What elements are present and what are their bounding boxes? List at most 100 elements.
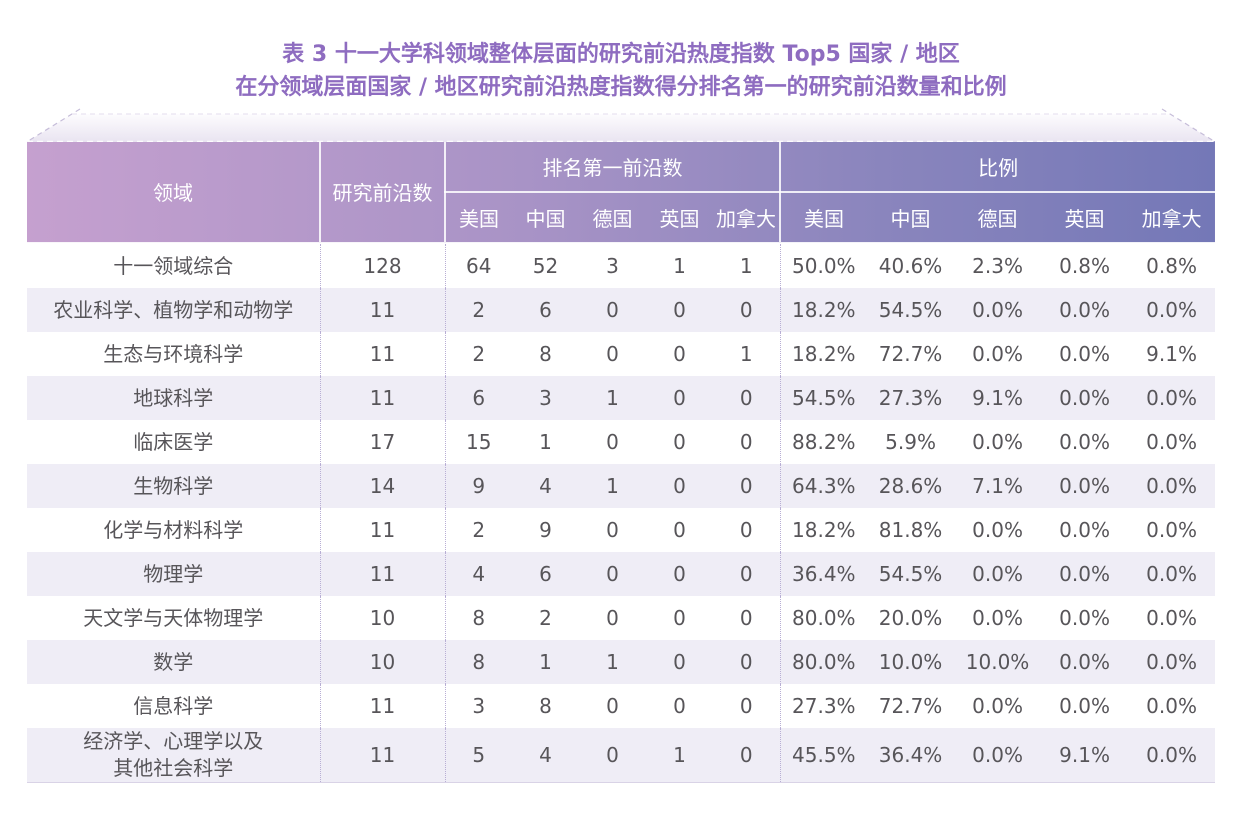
- ratio-cell: 72.7%: [878, 694, 943, 718]
- rank-first-cell: 9: [472, 474, 486, 498]
- rank-first-cell: 5: [472, 743, 486, 767]
- table-row: 农业科学、植物学和动物学 11 2 6 0 0 0 18.2% 54.5% 0.0% 0.0% 0.0…: [27, 288, 1216, 332]
- table-row: 信息科学 11 3 8 0 0 0 27.3% 72.7% 0.0% 0.0% 0.0%: [27, 684, 1216, 728]
- header-country-ratio-us: 美国: [804, 207, 845, 231]
- ratio-cell: 72.7%: [878, 342, 943, 366]
- front-count-cell: 11: [320, 508, 446, 552]
- rank-first-cell: 1: [713, 332, 781, 376]
- field-cell: 数学: [27, 640, 321, 684]
- field-cell: 信息科学: [27, 684, 321, 728]
- header-field: 领域: [27, 141, 321, 243]
- ratio-cell: 0.0%: [1146, 606, 1197, 630]
- ratio-cell: 0.0%: [1059, 606, 1110, 630]
- ratio-cell: 0.0%: [1146, 650, 1197, 674]
- rank-first-cell: 1: [673, 743, 686, 767]
- ratio-cell: 40.6%: [878, 254, 943, 278]
- rank-first-cell: 9: [539, 518, 552, 542]
- ratio-cell: 2.3%: [972, 254, 1023, 278]
- rank-first-cell: 8: [539, 694, 552, 718]
- ratio-cell: 0.0%: [1059, 518, 1110, 542]
- ratio-cell: 0.0%: [1059, 430, 1110, 454]
- table-3d-top-face: [27, 108, 1215, 142]
- rank-first-cell: 0: [713, 596, 781, 640]
- header-country-rank-us: 美国: [459, 207, 499, 231]
- field-cell: 经济学、心理学以及 其他社会科学: [27, 728, 321, 783]
- field-cell: 化学与材料科学: [27, 508, 321, 552]
- rank-first-cell: 0: [606, 743, 619, 767]
- caption-line-2: 在分领域层面国家 / 地区研究前沿热度指数得分排名第一的研究前沿数量和比例: [235, 75, 1007, 100]
- ratio-cell: 0.0%: [972, 430, 1023, 454]
- table-row: 物理学 11 4 6 0 0 0 36.4% 54.5% 0.0% 0.0% 0.0%: [27, 552, 1216, 596]
- caption-line-1: 表 3 十一大学科领域整体层面的研究前沿热度指数 Top5 国家 / 地区: [282, 42, 960, 67]
- front-count-cell: 11: [320, 332, 446, 376]
- rank-first-cell: 1: [673, 254, 686, 278]
- rank-first-cell: 8: [472, 606, 486, 630]
- ratio-cell: 0.8%: [1146, 254, 1197, 278]
- rank-first-cell: 0: [713, 684, 781, 728]
- header-country-rank-uk: 英国: [659, 207, 700, 231]
- front-count-cell: 128: [320, 243, 446, 288]
- table-row: 生态与环境科学 11 2 8 0 0 1 18.2% 72.7% 0.0% 0.0% 9.1%: [27, 332, 1216, 376]
- rank-first-cell: 0: [713, 640, 781, 684]
- front-count-cell: 11: [320, 728, 446, 783]
- header-front-count: 研究前沿数: [320, 141, 446, 243]
- ratio-cell: 0.0%: [972, 298, 1023, 322]
- table-row: 生物科学 14 9 4 1 0 0 64.3% 28.6% 7.1% 0.0% 0.0%: [27, 464, 1216, 508]
- ratio-cell: 64.3%: [792, 474, 856, 498]
- ratio-cell: 0.0%: [1059, 386, 1110, 410]
- table-row: 地球科学 11 6 3 1 0 0 54.5% 27.3% 9.1% 0.0% 0.0%: [27, 376, 1216, 420]
- rank-first-cell: 0: [713, 728, 781, 783]
- field-cell: 十一领域综合: [27, 243, 321, 288]
- header-country-row: 美国 中国 德国 英国 加拿大 美国 中国 德国 英国 加拿大: [27, 192, 1215, 243]
- rank-first-cell: 0: [673, 694, 686, 718]
- rank-first-cell: 1: [539, 430, 552, 454]
- ratio-cell: 0.0%: [972, 606, 1023, 630]
- field-cell: 天文学与天体物理学: [27, 596, 321, 640]
- ratio-cell: 80.0%: [792, 650, 856, 674]
- table-row: 经济学、心理学以及 其他社会科学 11 5 4 0 1 0 45.5% 36.4% 0.0% 9.1…: [27, 728, 1216, 783]
- header-country-ratio-ca: 加拿大: [1141, 207, 1202, 231]
- rank-first-cell: 1: [539, 650, 552, 674]
- rank-first-cell: 0: [673, 298, 686, 322]
- ratio-cell: 0.0%: [972, 743, 1023, 767]
- ratio-cell: 0.0%: [972, 518, 1023, 542]
- rank-first-cell: 1: [713, 243, 781, 288]
- rank-first-cell: 2: [472, 298, 486, 322]
- ratio-cell: 27.3%: [792, 694, 856, 718]
- rank-first-cell: 2: [472, 342, 486, 366]
- field-cell: 地球科学: [27, 376, 321, 420]
- rank-first-cell: 1: [606, 474, 619, 498]
- ratio-cell: 0.0%: [972, 694, 1023, 718]
- ratio-cell: 0.0%: [1059, 342, 1110, 366]
- ratio-cell: 0.0%: [1146, 743, 1197, 767]
- ratio-cell: 9.1%: [972, 386, 1023, 410]
- table-row: 临床医学 17 15 1 0 0 0 88.2% 5.9% 0.0% 0.0% 0.0%: [27, 420, 1216, 464]
- field-cell: 生物科学: [27, 464, 321, 508]
- rank-first-cell: 0: [673, 430, 686, 454]
- rank-first-cell: 0: [606, 694, 619, 718]
- front-count-cell: 14: [320, 464, 446, 508]
- header-country-rank-ca: 加拿大: [713, 192, 782, 243]
- rank-first-cell: 4: [539, 474, 552, 498]
- ratio-cell: 9.1%: [1146, 342, 1197, 366]
- rank-first-cell: 2: [539, 606, 552, 630]
- table-row: 天文学与天体物理学 10 8 2 0 0 0 80.0% 20.0% 0.0% 0.0% 0.0%: [27, 596, 1216, 640]
- rank-first-cell: 8: [472, 650, 486, 674]
- front-count-cell: 11: [320, 376, 446, 420]
- rank-first-cell: 0: [673, 474, 686, 498]
- header-country-rank-cn: 中国: [525, 207, 566, 231]
- ratio-cell: 0.0%: [1059, 474, 1110, 498]
- ratio-cell: 0.0%: [1146, 298, 1197, 322]
- table-row: 十一领域综合 128 64 52 3 1 1 50.0% 40.6% 2.3% 0.8% 0.8%: [27, 243, 1216, 288]
- table-container: 领域 研究前沿数 排名第一前沿数 比例 美国 中国 德国 英国 加拿大 美国 中…: [27, 108, 1216, 783]
- rank-first-cell: 0: [713, 508, 781, 552]
- rank-first-cell: 4: [539, 743, 552, 767]
- rank-first-cell: 1: [606, 386, 619, 410]
- ratio-cell: 10.0%: [878, 650, 943, 674]
- rank-first-cell: 0: [606, 342, 619, 366]
- rank-first-cell: 6: [539, 298, 552, 322]
- rank-first-cell: 0: [673, 518, 686, 542]
- front-count-cell: 11: [320, 552, 446, 596]
- front-count-cell: 11: [320, 288, 446, 332]
